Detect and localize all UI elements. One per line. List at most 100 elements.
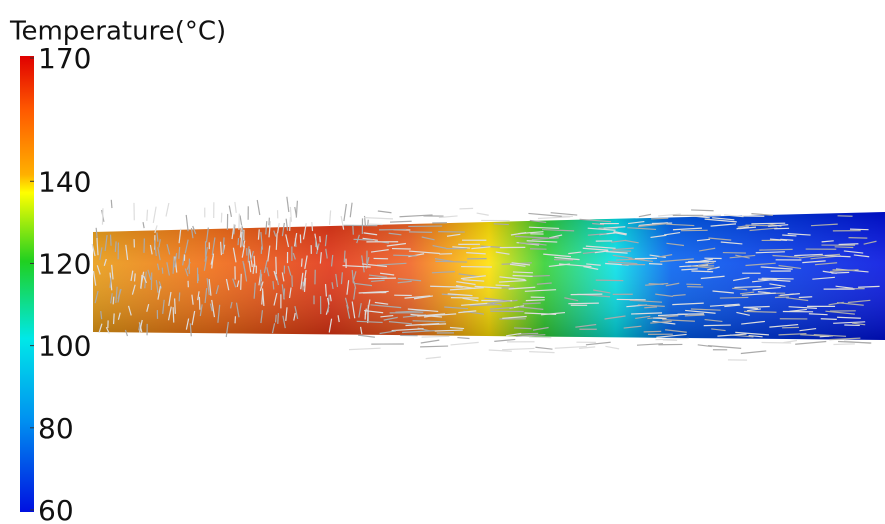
arrow bbox=[147, 210, 148, 221]
arrow bbox=[179, 292, 180, 301]
arrow bbox=[426, 357, 441, 359]
arrow bbox=[649, 284, 664, 285]
arrow bbox=[276, 315, 277, 323]
arrow bbox=[175, 298, 176, 313]
arrow bbox=[795, 342, 826, 345]
cylinder-shading bbox=[93, 212, 885, 340]
arrow bbox=[110, 235, 111, 246]
arrow bbox=[530, 276, 550, 277]
arrow bbox=[173, 307, 174, 322]
arrow bbox=[655, 338, 688, 339]
colorbar bbox=[20, 56, 34, 512]
arrow bbox=[111, 200, 112, 208]
arrow bbox=[238, 238, 239, 245]
arrow bbox=[514, 328, 531, 329]
visualization: Temperature(°C) 1701401201008060 bbox=[0, 0, 885, 524]
arrow bbox=[344, 251, 345, 263]
arrow bbox=[287, 197, 289, 212]
colorbar-tick-label: 100 bbox=[38, 330, 91, 363]
arrow bbox=[644, 307, 657, 308]
arrow bbox=[494, 224, 509, 225]
arrow bbox=[422, 336, 450, 337]
arrow bbox=[273, 281, 274, 289]
arrow bbox=[278, 313, 279, 324]
arrow bbox=[302, 258, 303, 266]
arrow bbox=[605, 346, 619, 349]
arrow bbox=[494, 339, 515, 341]
arrow bbox=[651, 218, 668, 219]
arrow bbox=[421, 340, 440, 343]
arrow bbox=[349, 348, 381, 349]
arrow bbox=[653, 318, 666, 319]
arrow bbox=[529, 352, 554, 353]
arrow bbox=[759, 249, 792, 250]
arrow bbox=[459, 208, 473, 209]
arrow bbox=[435, 261, 467, 262]
arrow bbox=[835, 247, 854, 248]
arrow bbox=[364, 218, 393, 219]
arrow bbox=[535, 347, 552, 349]
arrow bbox=[496, 285, 510, 286]
arrow bbox=[134, 273, 135, 281]
arrow bbox=[744, 311, 776, 312]
arrow bbox=[393, 255, 416, 256]
arrow bbox=[529, 337, 551, 338]
arrow bbox=[143, 222, 144, 228]
arrow bbox=[519, 243, 540, 244]
colorbar-tick-label: 60 bbox=[38, 494, 74, 524]
arrow bbox=[162, 268, 163, 274]
arrow bbox=[839, 244, 859, 245]
arrow bbox=[102, 208, 103, 224]
colorbar-tick-label: 80 bbox=[38, 412, 74, 445]
colorbar-tick-label: 170 bbox=[38, 42, 91, 75]
arrow bbox=[350, 203, 352, 218]
arrow bbox=[477, 213, 489, 215]
arrow bbox=[850, 229, 869, 230]
colorbar-tick-label: 140 bbox=[38, 165, 91, 198]
arrow bbox=[363, 292, 387, 293]
arrow bbox=[235, 202, 236, 213]
arrow bbox=[704, 325, 731, 326]
arrow bbox=[344, 204, 346, 221]
arrow bbox=[457, 338, 469, 339]
arrow bbox=[821, 319, 837, 320]
arrow bbox=[115, 241, 116, 252]
arrow bbox=[513, 272, 533, 273]
arrow bbox=[691, 210, 714, 211]
colorbar-tick-label: 120 bbox=[38, 247, 91, 280]
arrow bbox=[639, 214, 651, 216]
arrow bbox=[296, 201, 297, 218]
arrow bbox=[166, 203, 169, 216]
arrow bbox=[114, 313, 115, 324]
arrow bbox=[691, 271, 713, 272]
arrow bbox=[258, 229, 259, 239]
arrow bbox=[353, 225, 354, 235]
arrow bbox=[330, 210, 331, 224]
arrow bbox=[663, 340, 677, 341]
arrow bbox=[526, 300, 545, 301]
arrow bbox=[833, 344, 854, 345]
arrow bbox=[741, 351, 766, 354]
arrow bbox=[113, 297, 114, 305]
arrow bbox=[358, 335, 375, 337]
arrow bbox=[751, 214, 773, 216]
arrow bbox=[720, 297, 749, 298]
arrow bbox=[783, 340, 797, 342]
arrow bbox=[354, 239, 373, 240]
arrow bbox=[528, 213, 561, 216]
arrow bbox=[153, 207, 156, 223]
arrow bbox=[571, 294, 603, 295]
arrow bbox=[290, 217, 291, 231]
arrow bbox=[276, 233, 277, 250]
arrow bbox=[538, 217, 570, 219]
arrow bbox=[451, 342, 479, 345]
arrow bbox=[198, 274, 199, 281]
arrow bbox=[848, 238, 867, 239]
arrow bbox=[489, 350, 512, 351]
arrow bbox=[312, 222, 313, 231]
arrow bbox=[649, 264, 662, 265]
arrow bbox=[420, 346, 448, 347]
arrow bbox=[708, 346, 741, 349]
arrow bbox=[551, 213, 578, 215]
arrow bbox=[409, 232, 432, 233]
